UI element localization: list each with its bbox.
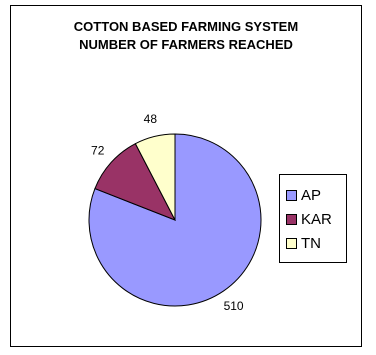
pie-slices [89, 134, 261, 306]
pie-label-kar: 72 [91, 143, 105, 157]
pie-label-tn: 48 [144, 112, 158, 126]
legend-label-tn: TN [301, 235, 321, 252]
legend-item-ap: AP [286, 185, 321, 205]
pie-label-ap: 510 [224, 299, 244, 313]
legend-label-kar: KAR [301, 211, 332, 228]
legend-swatch-tn [286, 238, 297, 249]
legend-label-ap: AP [301, 187, 321, 204]
legend-item-kar: KAR [286, 209, 332, 229]
legend-swatch-ap [286, 190, 297, 201]
legend-swatch-kar [286, 214, 297, 225]
legend-item-tn: TN [286, 233, 321, 253]
legend: AP KAR TN [279, 174, 347, 263]
